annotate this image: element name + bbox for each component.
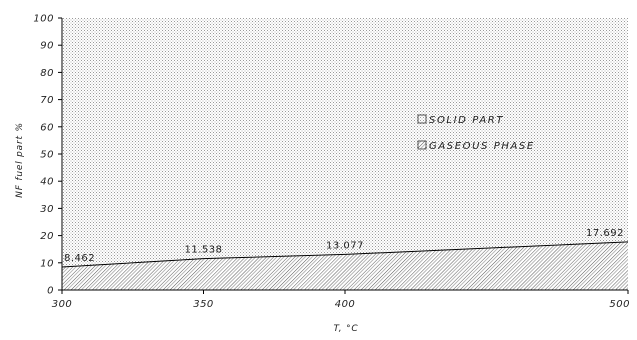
x-axis-label: T, °C xyxy=(334,324,359,334)
gaseous-phase-area xyxy=(62,241,628,290)
data-label: 17.692 xyxy=(586,228,624,239)
plot-area xyxy=(61,18,629,290)
x-axis-ticks: 300 350 400 500 xyxy=(52,290,630,310)
y-tick-label: 20 xyxy=(40,231,54,242)
y-tick-label: 70 xyxy=(40,95,54,106)
y-tick-label: 40 xyxy=(40,177,54,188)
y-axis-ticks: 0 10 20 30 40 50 60 70 80 90 100 xyxy=(33,14,62,297)
y-tick-label: 100 xyxy=(33,14,54,25)
y-tick-label: 60 xyxy=(40,122,54,133)
y-tick-label: 30 xyxy=(40,204,54,215)
data-label: 11.538 xyxy=(185,245,223,256)
y-tick-label: 0 xyxy=(47,286,54,297)
y-tick-label: 90 xyxy=(40,41,54,52)
data-labels: 8.462 11.538 13.077 17.692 xyxy=(64,228,624,264)
x-tick-label: 300 xyxy=(52,299,73,310)
y-axis-label: NF fuel part % xyxy=(15,122,25,198)
y-tick-label: 80 xyxy=(40,68,54,79)
solid-part-area xyxy=(62,18,628,290)
legend-swatch-gaseous-phase xyxy=(417,140,427,150)
legend: SOLID PART GASEOUS PHASE xyxy=(417,114,535,152)
legend-swatch-solid-part xyxy=(417,114,427,124)
y-tick-label: 10 xyxy=(40,258,54,269)
legend-label-gaseous-phase: GASEOUS PHASE xyxy=(429,141,535,152)
x-tick-label: 350 xyxy=(193,299,214,310)
data-label: 8.462 xyxy=(64,253,95,264)
y-tick-label: 50 xyxy=(40,150,54,161)
x-tick-label: 500 xyxy=(609,299,630,310)
gaseous-phase-line xyxy=(61,241,629,268)
legend-label-solid-part: SOLID PART xyxy=(429,115,504,126)
data-label: 13.077 xyxy=(326,240,364,251)
x-tick-label: 400 xyxy=(335,299,356,310)
